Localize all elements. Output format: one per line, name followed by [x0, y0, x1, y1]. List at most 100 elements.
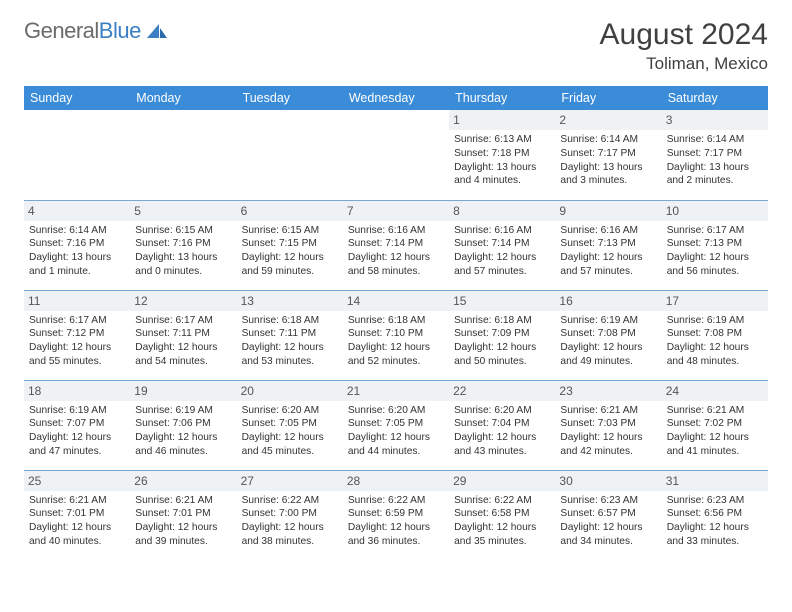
calendar-cell: 2Sunrise: 6:14 AMSunset: 7:17 PMDaylight… [555, 110, 661, 200]
calendar-cell: 8 Sunrise: 6:16 AMSunset: 7:14 PMDaylight… [449, 200, 555, 290]
calendar-cell [237, 110, 343, 200]
day-details: Sunrise: 6:14 AMSunset: 7:16 PMDaylight:… [29, 224, 125, 279]
calendar-cell: 10Sunrise: 6:17 AMSunset: 7:13 PMDayligh… [662, 200, 768, 290]
day-details: Sunrise: 6:14 AMSunset: 7:17 PMDaylight:… [560, 133, 656, 188]
day-details: Sunrise: 6:19 AMSunset: 7:07 PMDaylight:… [29, 404, 125, 459]
calendar-cell: 4 Sunrise: 6:14 AMSunset: 7:16 PMDaylight… [24, 200, 130, 290]
calendar-grid: SundayMondayTuesdayWednesdayThursdayFrid… [24, 86, 768, 560]
calendar-cell: 31 Sunrise: 6:23 AMSunset: 6:56 PMDayligh… [662, 470, 768, 560]
calendar-cell: 3Sunrise: 6:14 AMSunset: 7:17 PMDaylight… [662, 110, 768, 200]
day-number: 11 [24, 291, 130, 311]
calendar-cell: 16 Sunrise: 6:19 AMSunset: 7:08 PMDayligh… [555, 290, 661, 380]
calendar-row: 25Sunrise: 6:21 AMSunset: 7:01 PMDayligh… [24, 470, 768, 560]
day-details: Sunrise: 6:17 AMSunset: 7:13 PMDaylight:… [667, 224, 763, 279]
day-number: 28 [343, 471, 449, 491]
calendar-row: 18Sunrise: 6:19 AMSunset: 7:07 PMDayligh… [24, 380, 768, 470]
calendar-body: 1 Sunrise: 6:13 AMSunset: 7:18 PMDaylight… [24, 110, 768, 560]
day-number: 1 [449, 110, 555, 130]
calendar-cell [343, 110, 449, 200]
calendar-cell: 7Sunrise: 6:16 AMSunset: 7:14 PMDaylight… [343, 200, 449, 290]
weekday-header-row: SundayMondayTuesdayWednesdayThursdayFrid… [24, 86, 768, 110]
day-number: 5 [130, 201, 236, 221]
calendar-cell: 13 Sunrise: 6:18 AMSunset: 7:11 PMDayligh… [237, 290, 343, 380]
month-title: August 2024 [600, 18, 768, 52]
logo-text-blue: Blue [99, 18, 141, 44]
weekday-header: Tuesday [237, 86, 343, 110]
calendar-cell: 6 Sunrise: 6:15 AMSunset: 7:15 PMDaylight… [237, 200, 343, 290]
logo-sail-icon [145, 22, 169, 40]
calendar-document: GeneralBlue August 2024 Toliman, Mexico … [0, 0, 792, 560]
day-details: Sunrise: 6:22 AMSunset: 7:00 PMDaylight:… [242, 494, 338, 549]
calendar-cell: 19 Sunrise: 6:19 AMSunset: 7:06 PMDayligh… [130, 380, 236, 470]
day-details: Sunrise: 6:21 AMSunset: 7:01 PMDaylight:… [29, 494, 125, 549]
weekday-header: Monday [130, 86, 236, 110]
calendar-cell: 27 Sunrise: 6:22 AMSunset: 7:00 PMDayligh… [237, 470, 343, 560]
calendar-cell: 15 Sunrise: 6:18 AMSunset: 7:09 PMDayligh… [449, 290, 555, 380]
day-details: Sunrise: 6:21 AMSunset: 7:01 PMDaylight:… [135, 494, 231, 549]
day-number: 31 [662, 471, 768, 491]
day-details: Sunrise: 6:13 AMSunset: 7:18 PMDaylight:… [454, 133, 550, 188]
logo: GeneralBlue [24, 18, 169, 44]
day-number: 4 [24, 201, 130, 221]
weekday-header: Saturday [662, 86, 768, 110]
day-number: 22 [449, 381, 555, 401]
calendar-cell [130, 110, 236, 200]
calendar-row: 4 Sunrise: 6:14 AMSunset: 7:16 PMDaylight… [24, 200, 768, 290]
calendar-cell: 11 Sunrise: 6:17 AMSunset: 7:12 PMDayligh… [24, 290, 130, 380]
calendar-cell: 21 Sunrise: 6:20 AMSunset: 7:05 PMDayligh… [343, 380, 449, 470]
calendar-cell: 28 Sunrise: 6:22 AMSunset: 6:59 PMDayligh… [343, 470, 449, 560]
day-number: 24 [662, 381, 768, 401]
day-details: Sunrise: 6:20 AMSunset: 7:05 PMDaylight:… [348, 404, 444, 459]
day-number: 19 [130, 381, 236, 401]
calendar-cell: 9 Sunrise: 6:16 AMSunset: 7:13 PMDaylight… [555, 200, 661, 290]
calendar-cell: 22 Sunrise: 6:20 AMSunset: 7:04 PMDayligh… [449, 380, 555, 470]
day-number: 6 [237, 201, 343, 221]
calendar-cell: 20 Sunrise: 6:20 AMSunset: 7:05 PMDayligh… [237, 380, 343, 470]
day-details: Sunrise: 6:20 AMSunset: 7:04 PMDaylight:… [454, 404, 550, 459]
day-details: Sunrise: 6:18 AMSunset: 7:09 PMDaylight:… [454, 314, 550, 369]
day-details: Sunrise: 6:16 AMSunset: 7:13 PMDaylight:… [560, 224, 656, 279]
day-number: 23 [555, 381, 661, 401]
calendar-cell: 30 Sunrise: 6:23 AMSunset: 6:57 PMDayligh… [555, 470, 661, 560]
day-details: Sunrise: 6:16 AMSunset: 7:14 PMDaylight:… [348, 224, 444, 279]
day-details: Sunrise: 6:22 AMSunset: 6:59 PMDaylight:… [348, 494, 444, 549]
day-details: Sunrise: 6:17 AMSunset: 7:12 PMDaylight:… [29, 314, 125, 369]
logo-text-general: General [24, 18, 99, 44]
day-details: Sunrise: 6:23 AMSunset: 6:56 PMDaylight:… [667, 494, 763, 549]
day-number: 26 [130, 471, 236, 491]
day-details: Sunrise: 6:19 AMSunset: 7:06 PMDaylight:… [135, 404, 231, 459]
day-number: 27 [237, 471, 343, 491]
day-details: Sunrise: 6:15 AMSunset: 7:16 PMDaylight:… [135, 224, 231, 279]
day-number: 8 [449, 201, 555, 221]
day-number: 20 [237, 381, 343, 401]
calendar-cell: 24Sunrise: 6:21 AMSunset: 7:02 PMDayligh… [662, 380, 768, 470]
day-details: Sunrise: 6:20 AMSunset: 7:05 PMDaylight:… [242, 404, 338, 459]
day-details: Sunrise: 6:19 AMSunset: 7:08 PMDaylight:… [560, 314, 656, 369]
day-number: 15 [449, 291, 555, 311]
calendar-cell: 18Sunrise: 6:19 AMSunset: 7:07 PMDayligh… [24, 380, 130, 470]
day-details: Sunrise: 6:15 AMSunset: 7:15 PMDaylight:… [242, 224, 338, 279]
day-number: 13 [237, 291, 343, 311]
calendar-cell: 17Sunrise: 6:19 AMSunset: 7:08 PMDayligh… [662, 290, 768, 380]
day-number: 9 [555, 201, 661, 221]
day-details: Sunrise: 6:23 AMSunset: 6:57 PMDaylight:… [560, 494, 656, 549]
header: GeneralBlue August 2024 Toliman, Mexico [24, 18, 768, 74]
day-details: Sunrise: 6:21 AMSunset: 7:03 PMDaylight:… [560, 404, 656, 459]
day-details: Sunrise: 6:18 AMSunset: 7:11 PMDaylight:… [242, 314, 338, 369]
calendar-cell: 25 Sunrise: 6:21 AMSunset: 7:01 PMDayligh… [24, 470, 130, 560]
calendar-cell: 12Sunrise: 6:17 AMSunset: 7:11 PMDayligh… [130, 290, 236, 380]
weekday-header: Wednesday [343, 86, 449, 110]
day-details: Sunrise: 6:18 AMSunset: 7:10 PMDaylight:… [348, 314, 444, 369]
calendar-cell [24, 110, 130, 200]
calendar-cell: 5 Sunrise: 6:15 AMSunset: 7:16 PMDaylight… [130, 200, 236, 290]
calendar-cell: 29Sunrise: 6:22 AMSunset: 6:58 PMDayligh… [449, 470, 555, 560]
calendar-cell: 23 Sunrise: 6:21 AMSunset: 7:03 PMDayligh… [555, 380, 661, 470]
day-number: 25 [24, 471, 130, 491]
day-number: 16 [555, 291, 661, 311]
calendar-cell: 14Sunrise: 6:18 AMSunset: 7:10 PMDayligh… [343, 290, 449, 380]
day-number: 21 [343, 381, 449, 401]
day-details: Sunrise: 6:16 AMSunset: 7:14 PMDaylight:… [454, 224, 550, 279]
weekday-header: Thursday [449, 86, 555, 110]
calendar-cell: 26 Sunrise: 6:21 AMSunset: 7:01 PMDayligh… [130, 470, 236, 560]
day-number: 30 [555, 471, 661, 491]
